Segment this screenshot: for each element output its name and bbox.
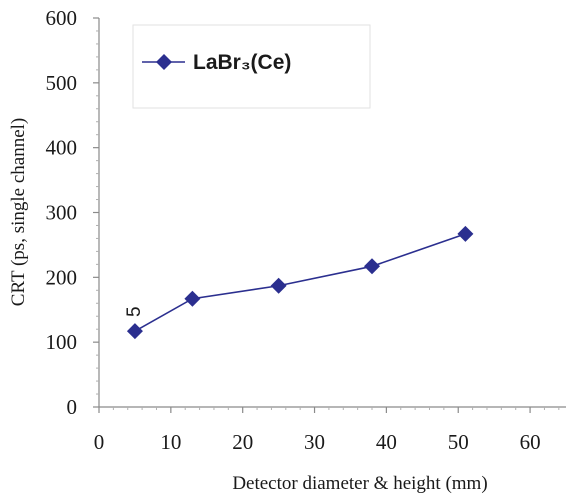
legend-marker [156, 54, 172, 70]
x-tick-label: 30 [304, 430, 325, 454]
series-layer [126, 225, 474, 340]
y-tick-label: 600 [46, 6, 78, 30]
x-tick-label: 40 [376, 430, 397, 454]
series-line [134, 233, 466, 332]
x-tick-label: 20 [232, 430, 253, 454]
data-point-marker [184, 290, 201, 307]
data-point-marker [457, 225, 474, 242]
axes: 0 100 200 300 400 500 600 0 10 20 30 40 50 60 Detector… [8, 6, 566, 494]
x-axis-label: Detector diameter & height (mm) [232, 473, 487, 494]
y-tick-label: 200 [46, 265, 78, 289]
x-tick-label: 50 [448, 430, 469, 454]
data-point-marker [364, 258, 381, 275]
annotation-label: 5 [124, 306, 145, 317]
legend: LaBr₃(Ce) [132, 24, 371, 109]
y-tick-label: 500 [46, 71, 78, 95]
y-tick-label: 300 [46, 201, 78, 225]
y-axis-label: CRT (ps, single channel) [8, 118, 29, 306]
x-tick-label: 60 [520, 430, 541, 454]
y-tick-label: 400 [46, 136, 78, 160]
y-tick-label: 0 [67, 395, 78, 419]
legend-box [132, 24, 371, 109]
legend-label: LaBr₃(Ce) [193, 51, 291, 74]
data-point-marker [126, 323, 143, 340]
annotations: 5 [124, 306, 145, 317]
data-point-marker [270, 277, 287, 294]
y-tick-label: 100 [46, 330, 78, 354]
x-tick-label: 10 [160, 430, 181, 454]
x-tick-label: 0 [94, 430, 105, 454]
